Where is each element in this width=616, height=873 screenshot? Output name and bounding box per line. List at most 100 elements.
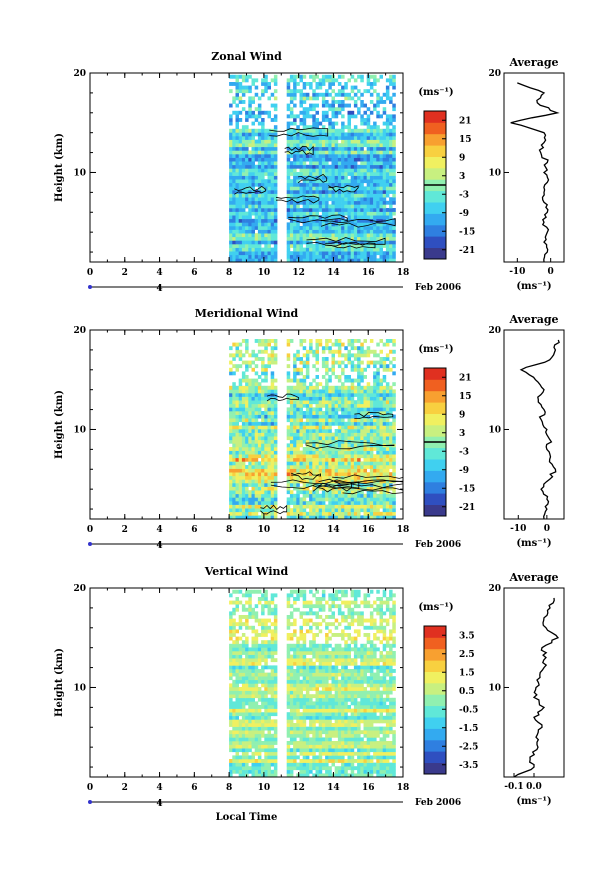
heatmap-cell [337, 400, 342, 405]
heatmap-cell [232, 157, 236, 162]
heatmap-cell [389, 251, 393, 256]
heatmap-cell [389, 457, 393, 462]
heatmap-cell [299, 766, 303, 771]
heatmap-cell [309, 258, 313, 262]
heatmap-cell [261, 483, 265, 487]
heatmap-cell [334, 226, 339, 230]
heatmap-cell [379, 254, 383, 259]
heatmap-cell [379, 389, 383, 394]
heatmap-cell [312, 432, 316, 437]
heatmap-cell [241, 457, 246, 462]
heatmap-cell [353, 475, 358, 480]
heatmap-cell [344, 766, 348, 771]
heatmap-cell [261, 233, 265, 238]
heatmap-cell [302, 457, 307, 462]
heatmap-cell [273, 748, 278, 753]
heatmap-cell [286, 121, 291, 126]
heatmap-cell [373, 182, 377, 187]
heatmap-cell [389, 132, 393, 137]
heatmap-cell [312, 103, 316, 108]
heatmap-cell [296, 483, 300, 487]
heatmap-cell [392, 432, 396, 437]
heatmap-cell [248, 190, 252, 194]
heatmap-cell [347, 497, 351, 502]
heatmap-cell [245, 490, 249, 495]
heatmap-cell [238, 748, 243, 753]
heatmap-cell [254, 258, 259, 262]
heatmap-cell [341, 197, 345, 202]
heatmap-cell [251, 429, 255, 433]
heatmap-cell [341, 508, 345, 513]
heatmap-cell [267, 766, 271, 771]
heatmap-cell [238, 218, 243, 223]
heatmap-cell [254, 107, 259, 112]
heatmap-cell [337, 425, 342, 430]
heatmap-cell [385, 411, 390, 415]
heatmap-cell [360, 769, 364, 774]
heatmap-cell [299, 96, 303, 101]
heatmap-cell [363, 400, 367, 405]
heatmap-cell [299, 211, 303, 216]
heatmap-cell [344, 96, 348, 101]
heatmap-cell [312, 393, 316, 397]
heatmap-cell [254, 244, 259, 248]
heatmap-cell [379, 226, 383, 230]
heatmap-cell [229, 103, 233, 108]
heatmap-cell [392, 222, 396, 227]
heatmap-cell [289, 515, 294, 519]
heatmap-cell [229, 407, 233, 412]
heatmap-cell [293, 247, 297, 252]
heatmap-cell [270, 511, 275, 516]
heatmap-cell [341, 759, 345, 763]
heatmap-cell [363, 762, 367, 767]
heatmap-cell [321, 114, 326, 119]
heatmap-cell [267, 157, 271, 162]
heatmap-cell [267, 258, 271, 262]
heatmap-cell [299, 461, 303, 466]
heatmap-cell [302, 251, 307, 256]
heatmap-cell [341, 389, 345, 394]
heatmap-cell [389, 450, 393, 455]
heatmap-cell [341, 468, 345, 473]
heatmap-cell [350, 236, 355, 241]
heatmap-cell [379, 339, 383, 343]
heatmap-cell [248, 136, 252, 140]
heatmap-cell [331, 465, 335, 469]
heatmap-cell [363, 475, 367, 480]
heatmap-cell [248, 393, 252, 397]
heatmap-cell [286, 450, 291, 455]
heatmap-cell [248, 197, 252, 202]
profile-y-tick-label: 20 [488, 326, 501, 336]
heatmap-cell [357, 751, 361, 756]
heatmap-cell [321, 211, 326, 216]
heatmap-cell [264, 439, 268, 444]
heatmap-cell [267, 454, 271, 459]
heatmap-cell [385, 78, 390, 83]
heatmap-cell [238, 215, 243, 220]
heatmap-cell [251, 393, 255, 397]
heatmap-cell [353, 132, 358, 137]
heatmap-cell [341, 146, 345, 151]
heatmap-cell [389, 139, 393, 144]
heatmap-cell [385, 186, 390, 191]
heatmap-cell [331, 396, 335, 401]
heatmap-cell [363, 193, 367, 198]
heatmap-cell [382, 211, 387, 216]
heatmap-cell [382, 150, 387, 155]
heatmap-cell [341, 92, 345, 97]
heatmap-cell [337, 190, 342, 194]
heatmap-cell [257, 222, 262, 227]
heatmap-cell [350, 762, 355, 767]
heatmap-cell [293, 118, 297, 122]
heatmap-cell [264, 339, 268, 343]
heatmap-cell [296, 164, 300, 169]
heatmap-cell [235, 236, 239, 241]
heatmap-cell [273, 454, 278, 459]
heatmap-cell [389, 389, 393, 394]
heatmap-cell [270, 186, 275, 191]
heatmap-cell [296, 211, 300, 216]
colorbar-tick-label: 21 [459, 116, 472, 126]
heatmap-cell [305, 357, 310, 361]
heatmap-cell [315, 465, 319, 469]
heatmap-cell [293, 175, 297, 180]
